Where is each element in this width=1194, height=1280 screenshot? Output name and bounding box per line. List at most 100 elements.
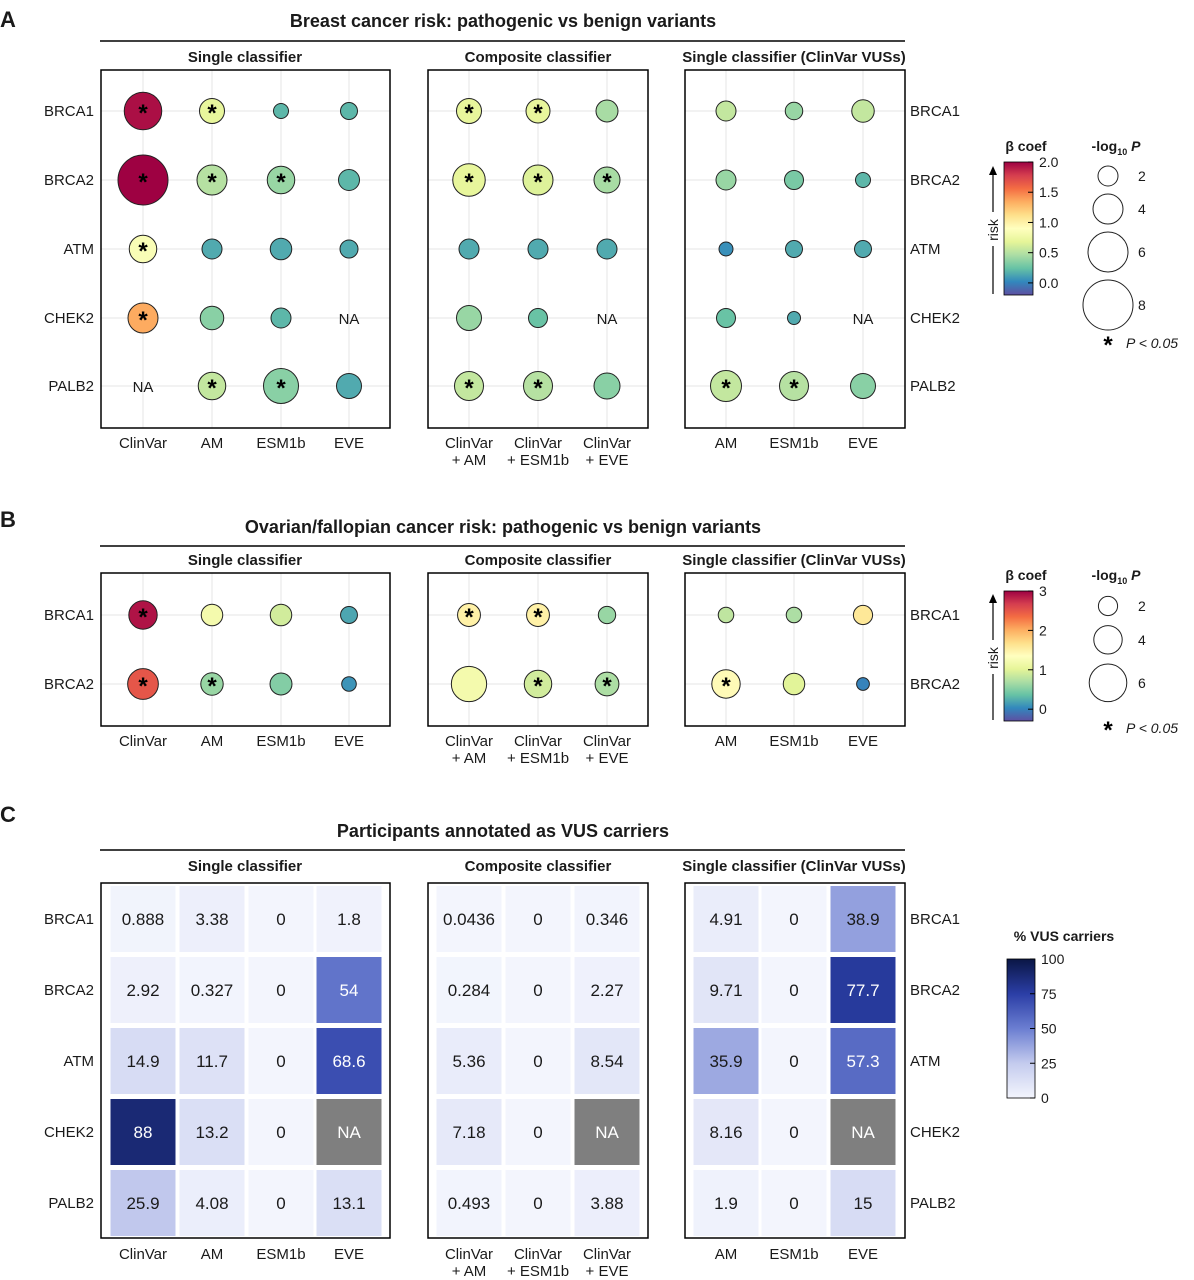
legend-a-risk-arrowhead [989,166,997,175]
panel-c-value-chek2-0-esm1b: 0 [276,1123,285,1142]
panel-a-dot-atm-2-am [718,241,734,257]
panel-a-dot-palb2-2-am [710,370,742,402]
legend-b-size-circle-6 [1088,663,1128,703]
panel-b-frame-1 [427,572,649,727]
legend-a-size-label-4: 4 [1138,201,1146,217]
panel-c-cell-atm-0-eve [316,1028,382,1094]
panel-a-sig-atm-0-clinvar: * [138,238,148,265]
panel-a-sig-brca2-0-esm1b: * [276,169,286,196]
legend-b-colorbar [1003,590,1034,722]
panel-c-ytick-right-chek2: CHEK2 [910,1124,960,1141]
panel-b-subtitle-composite: Composite classifier [465,552,612,569]
panel-c-cell-brca1-1-clinvar-am [436,886,502,952]
panel-c-value-atm-1-clinvar-eve: 8.54 [590,1052,623,1071]
panel-a-dot-atm-1-clinvar-esm1b [527,238,549,260]
panel-c: C Participants annotated as VUS carriers… [0,802,960,1280]
panel-a-dot-palb2-2-esm1b [779,371,809,401]
panel-c-cell-chek2-0-esm1b [248,1099,314,1165]
legend-a-size-keys: 2 4 6 8 [1082,165,1146,331]
panel-b-frame-2 [684,572,906,727]
panel-a-dot-brca1-1-clinvar-am [456,98,482,124]
panel-c-ytick-right-brca1: BRCA1 [910,911,960,928]
panel-c-ytick-left-chek2: CHEK2 [44,1124,94,1141]
panel-a-dot-palb2-1-clinvar-am [454,371,484,401]
panel-b-ytick-left-brca2: BRCA2 [44,676,94,693]
panel-b: B Ovarian/fallopian cancer risk: pathoge… [0,507,960,767]
legend-b-size-label-2: 2 [1138,598,1146,614]
panel-c-value-brca1-1-clinvar-am: 0.0436 [443,910,495,929]
panel-c-cell-brca2-2-esm1b [761,957,827,1023]
panel-c-cell-chek2-0-clinvar [110,1099,176,1165]
panel-c-value-palb2-2-am: 1.9 [714,1194,738,1213]
panel-c-title: Participants annotated as VUS carriers [337,821,669,841]
panel-c-ytick-left-brca2: BRCA2 [44,982,94,999]
panel-c-subtitle-composite: Composite classifier [465,858,612,875]
panel-a-dot-atm-0-esm1b [269,237,293,261]
panel-a-ytick-left-chek2: CHEK2 [44,310,94,327]
panel-c-frame-1 [427,882,649,1239]
panel-c-value-brca2-2-esm1b: 0 [789,981,798,1000]
panel-c-value-palb2-1-clinvar-am: 0.493 [448,1194,491,1213]
panel-a-dot-brca2-2-esm1b [784,170,804,190]
panel-a-dot-brca2-0-am [196,164,228,196]
panel-c-cell-brca1-2-am [693,886,759,952]
panel-a-ytick-right-atm: ATM [910,241,941,258]
legend-b-color-ticklabel-1: 1 [1039,662,1047,678]
panel-a-dotplot: * * * * * * * NA NA * * * * * * * NA * * NA * * BRCA1 BRCA1 BRCA… [44,69,960,469]
panel-c-ytick-right-palb2: PALB2 [910,1195,956,1212]
panel-a-xtick-0-esm1b: ESM1b [256,435,305,452]
legend-b-size-keys: 2 4 6 [1088,595,1146,703]
panel-a-dot-brca1-0-eve [340,102,358,120]
panel-a: A Breast cancer risk: pathogenic vs beni… [0,7,960,469]
legend-c-color-ticklabel-3: 75 [1041,986,1057,1002]
panel-a-subtitle-single: Single classifier [188,49,302,66]
legend-b-color-ticklabel-2: 2 [1039,622,1047,638]
panel-c-cell-atm-2-am [693,1028,759,1094]
panel-c-value-brca1-2-esm1b: 0 [789,910,798,929]
legend-b-color: β coef 0 1 2 3 risk [985,567,1047,722]
panel-c-cell-brca1-1-clinvar-esm1b [505,886,571,952]
panel-a-dot-brca1-1-clinvar-eve [595,99,619,123]
legend-a-colorbar [1003,161,1034,296]
panel-a-dot-brca2-1-clinvar-esm1b [522,164,554,196]
panel-c-xtick-1-clinvar-esm1b: ClinVar + ESM1b [507,1246,569,1280]
panel-b-xtick-0-am: AM [201,733,224,750]
panel-a-sig-palb2-1-clinvar-am: * [464,375,474,402]
panel-b-xtick-2-eve: EVE [848,733,878,750]
panel-c-cell-palb2-0-am [179,1170,245,1236]
panel-c-cell-brca1-2-esm1b [761,886,827,952]
panel-c-value-brca2-0-esm1b: 0 [276,981,285,1000]
panel-c-cell-chek2-1-clinvar-eve [574,1099,640,1165]
panel-c-value-brca1-0-eve: 1.8 [337,910,361,929]
panel-a-xtick-1-clinvar-esm1b: ClinVar + ESM1b [507,435,569,469]
legend-a-size-label-8: 8 [1138,297,1146,313]
panel-c-value-brca2-0-eve: 54 [340,981,359,1000]
panel-b-sig-brca2-0-clinvar: * [138,673,148,700]
panel-b-dot-brca2-1-clinvar-am [450,665,488,703]
panel-b-subtitle-vus: Single classifier (ClinVar VUSs) [682,552,905,569]
legend-a-color-ticklabel-4: 2.0 [1039,154,1059,170]
legend-b-risk-arrowhead [989,594,997,603]
panel-b-dot-brca1-0-am [200,603,224,627]
panel-a-dot-chek2-1-clinvar-am [456,305,482,331]
panel-b-xtick-1-clinvar-eve: ClinVar + EVE [583,733,631,767]
panel-a-ytick-left-brca1: BRCA1 [44,103,94,120]
panel-a-sig-palb2-2-am: * [721,375,731,402]
panel-c-cell-brca2-0-clinvar [110,957,176,1023]
panel-b-label: B [0,507,16,532]
panel-a-sig-brca1-1-clinvar-esm1b: * [533,100,543,127]
panel-b-xtick-1-clinvar-esm1b: ClinVar + ESM1b [507,733,569,767]
panel-c-cell-brca2-1-clinvar-am [436,957,502,1023]
panel-a-dot-atm-0-am [201,238,223,260]
panel-c-cell-atm-2-esm1b [761,1028,827,1094]
panel-c-value-chek2-0-am: 13.2 [195,1123,228,1142]
panel-c-frame-2 [684,882,906,1239]
panel-b-dot-brca2-2-esm1b [782,672,806,696]
legend-a-color-ticks: 0.0 0.5 1.0 1.5 2.0 [1028,154,1059,291]
panel-c-ytick-left-brca1: BRCA1 [44,911,94,928]
panel-c-value-brca2-2-am: 9.71 [709,981,742,1000]
panel-a-dot-palb2-1-clinvar-esm1b [523,371,553,401]
legend-b-star: * [1103,717,1113,744]
panel-a-dot-palb2-0-eve [336,373,362,399]
panel-a-dot-chek2-0-esm1b [270,307,292,329]
